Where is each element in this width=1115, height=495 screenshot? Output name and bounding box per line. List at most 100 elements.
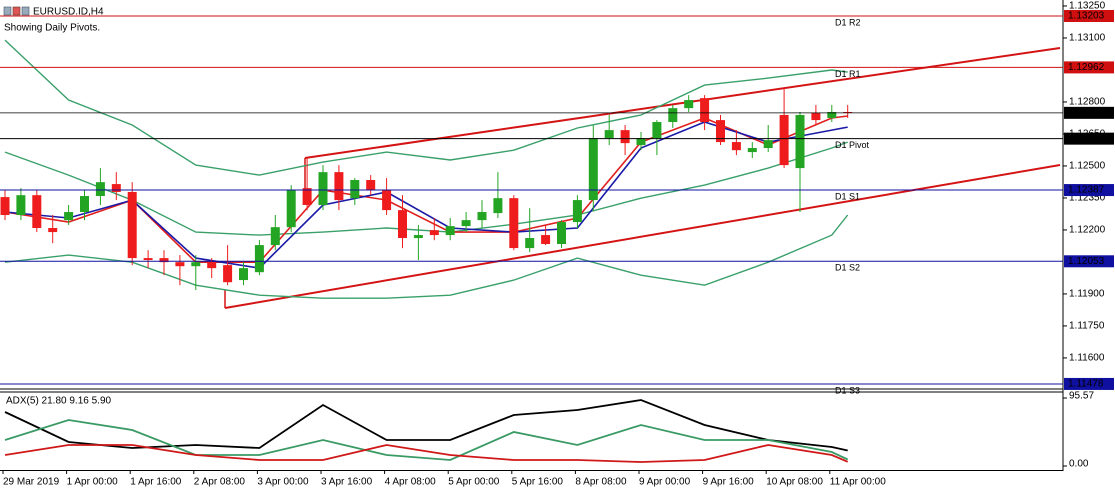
last-price-box (1064, 106, 1114, 119)
plot-area (0, 39, 853, 299)
candle-body (398, 210, 407, 239)
candle-body (700, 98, 710, 123)
y-tick-label: 1.12350 (1069, 193, 1106, 204)
last-price-label: 1.12749 (1068, 107, 1105, 118)
candle-body (604, 130, 614, 139)
candle-body (95, 182, 105, 197)
pivot-name: D1 S3 (835, 385, 860, 395)
y-tick-label: 1.12500 (1069, 161, 1106, 172)
pivot-name: D1 R1 (835, 69, 861, 79)
pivot-price-label: 1.12053 (1068, 256, 1105, 267)
candle-body (350, 180, 360, 199)
candle-body (207, 262, 217, 269)
candle-body (652, 122, 662, 139)
candle-body (302, 188, 312, 205)
candle-body (159, 258, 169, 263)
indicator-title: ADX(5) 21.80 9.16 5.90 (6, 396, 112, 407)
candle-body (763, 140, 773, 149)
indicator-line (4, 214, 849, 299)
y-tick-label: 1.11900 (1069, 289, 1105, 300)
candle-body (111, 184, 121, 192)
x-tick-label: 8 Apr 08:00 (575, 477, 627, 488)
candle-body (445, 226, 455, 236)
pivot-price-box (1064, 377, 1114, 390)
candle-body (461, 220, 471, 227)
x-tick-label: 3 Apr 16:00 (321, 477, 373, 488)
candle-body (254, 245, 264, 273)
pivot-price-box (1064, 184, 1114, 197)
candle-body (572, 200, 582, 223)
y-tick-label: 1.11750 (1069, 321, 1105, 332)
pivot-name: D1 S2 (835, 263, 860, 273)
x-tick-label: 4 Apr 08:00 (385, 477, 437, 488)
x-tick-label: 1 Apr 16:00 (130, 477, 182, 488)
candle-body (382, 190, 392, 211)
candle-body (493, 198, 503, 214)
pivot-price-box (1064, 61, 1114, 74)
adx-line (4, 419, 849, 461)
candle-body (239, 268, 248, 281)
x-tick-label: 11 Apr 00:00 (830, 477, 886, 488)
adx-line (4, 444, 849, 463)
pivot-price-box (1064, 9, 1114, 22)
candle-body (747, 148, 757, 153)
y-tick-label: 1.11600 (1069, 353, 1105, 364)
candle-body (286, 190, 296, 228)
y-tick-label: 0.00 (1069, 459, 1089, 470)
candle-body (811, 113, 821, 121)
candle-body (668, 108, 678, 123)
candle-body (223, 265, 233, 283)
trend-lines (224, 47, 1061, 309)
candle-body (684, 100, 694, 109)
candle-body (827, 111, 837, 118)
y-tick-label: 1.13250 (1069, 1, 1106, 12)
x-tick-label: 3 Apr 00:00 (257, 477, 309, 488)
symbol-icon (3, 6, 30, 16)
adx-line (4, 399, 848, 452)
candle-body (127, 191, 137, 259)
x-tick-label: 9 Apr 16:00 (703, 477, 755, 488)
candle-body (620, 130, 630, 144)
chart-subtitle: Showing Daily Pivots. (4, 23, 100, 34)
x-tick-label: 5 Apr 16:00 (512, 477, 564, 488)
x-tick-label: 9 Apr 00:00 (639, 477, 691, 488)
pivot-name: D1 Pivot (835, 140, 870, 150)
candle-body (413, 235, 423, 239)
candle-body (541, 235, 551, 245)
x-tick-label: 1 Apr 00:00 (67, 477, 119, 488)
candle-body (32, 195, 42, 229)
candle-body (636, 138, 646, 146)
y-tick-label: 1.12800 (1069, 97, 1106, 108)
candle-body (64, 212, 74, 221)
candle-body (0, 197, 10, 216)
candle-body (716, 120, 725, 143)
candle-body (16, 195, 26, 216)
pivot-price-label: 1.11478 (1068, 379, 1104, 390)
pivot-price-label: 1.12628 (1068, 133, 1105, 144)
candle-body (509, 198, 519, 249)
pivot-price-label: 1.12962 (1068, 62, 1105, 73)
candle-body (175, 262, 185, 267)
candle-body (48, 228, 58, 233)
candle-body (143, 258, 153, 261)
candle-body (557, 222, 566, 245)
pivot-price-label: 1.12387 (1068, 185, 1105, 196)
candle-body (731, 142, 741, 151)
pivot-price-label: 1.13203 (1068, 11, 1105, 22)
x-tick-label: 2 Apr 08:00 (194, 477, 246, 488)
candle-body (588, 138, 598, 201)
pivot-price-box (1064, 132, 1114, 145)
candle-body (318, 172, 328, 205)
candle-body (366, 180, 376, 191)
x-tick-label: 5 Apr 00:00 (448, 477, 500, 488)
candle-body (429, 230, 439, 236)
candle-body (80, 196, 89, 213)
pivot-name: D1 S1 (835, 191, 860, 201)
x-tick-label: 29 Mar 2019 (3, 477, 60, 488)
pivot-name: D1 R2 (835, 17, 861, 27)
y-tick-label: 1.12200 (1069, 225, 1106, 236)
chart-title: EURUSD.ID,H4 (33, 7, 104, 18)
